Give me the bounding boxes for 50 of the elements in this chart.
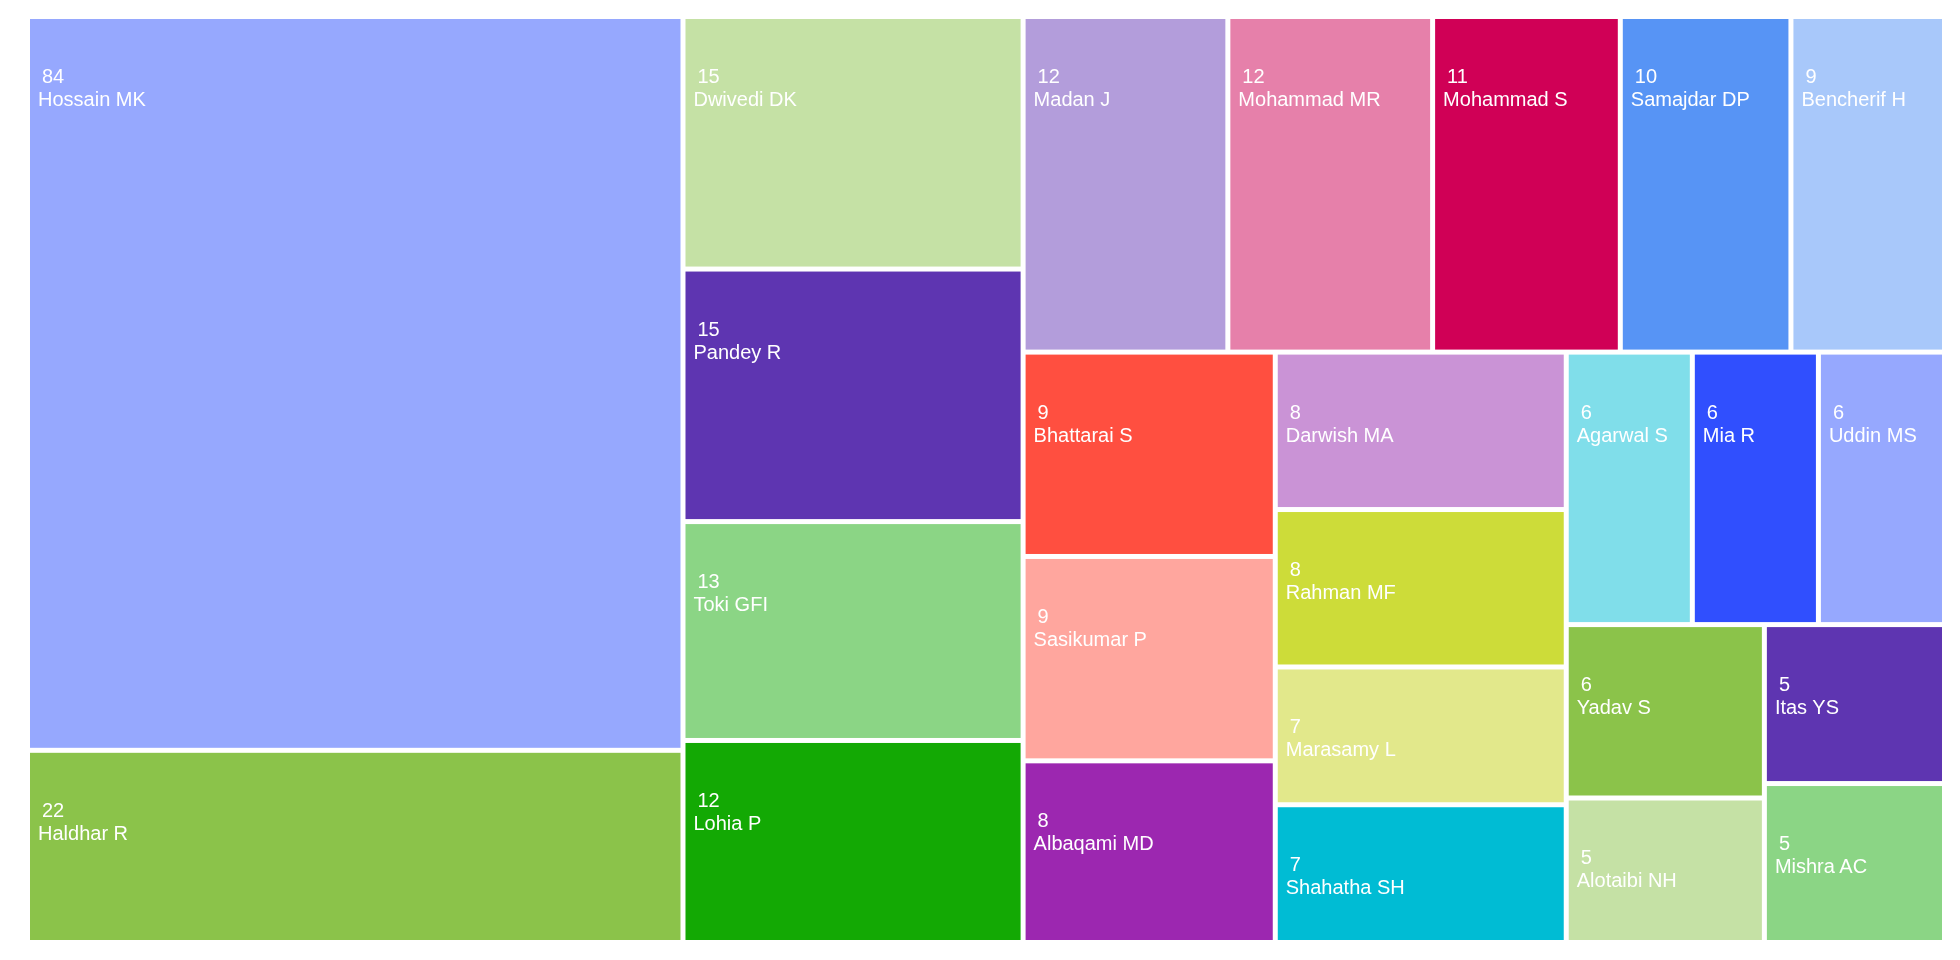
data-label: 5 — [1778, 832, 1790, 855]
category-label: Rahman MF — [1285, 581, 1396, 604]
category-label: Samajdar DP — [1630, 88, 1750, 110]
category-label: Alotaibi NH — [1576, 869, 1677, 892]
category-label: Mohammad S — [1443, 88, 1568, 110]
data-label: 8 — [1289, 558, 1301, 581]
data-label: 9 — [1037, 604, 1049, 627]
category-label: Pandey R — [693, 340, 782, 363]
category-label: Albaqami MD — [1033, 832, 1154, 855]
data-label: 7 — [1289, 853, 1301, 876]
data-label: 5 — [1778, 673, 1790, 696]
data-label: 11 — [1447, 65, 1468, 87]
data-label: 84 — [42, 65, 65, 87]
category-label: Haldhar R — [38, 821, 129, 844]
data-label: 22 — [42, 798, 65, 821]
data-label: 6 — [1706, 400, 1718, 423]
category-label: Bencherif H — [1801, 88, 1906, 110]
data-label: 6 — [1580, 673, 1592, 696]
data-label: 6 — [1580, 400, 1592, 423]
category-label: Marasamy L — [1285, 738, 1396, 761]
data-label: 5 — [1580, 846, 1592, 869]
category-label: Uddin MS — [1828, 423, 1917, 446]
category-label: Madan J — [1033, 88, 1111, 110]
data-label: 6 — [1832, 400, 1845, 423]
data-label: 12 — [1242, 65, 1265, 87]
data-label: 9 — [1805, 65, 1817, 87]
data-label: 7 — [1289, 715, 1301, 738]
data-label: 15 — [697, 317, 720, 340]
data-label: 12 — [1037, 65, 1060, 87]
category-label: Mishra AC — [1774, 855, 1868, 878]
data-label: 10 — [1634, 65, 1658, 87]
category-label: Itas YS — [1774, 696, 1839, 719]
category-label: Hossain MK — [38, 88, 147, 110]
category-label: Lohia P — [693, 811, 762, 834]
category-label: Toki GFI — [693, 593, 768, 616]
category-label: Dwivedi DK — [693, 88, 798, 110]
data-label: 9 — [1037, 400, 1049, 423]
data-label: 8 — [1289, 400, 1301, 423]
category-label: Sasikumar P — [1033, 627, 1147, 650]
data-label: 8 — [1037, 809, 1049, 832]
category-label: Agarwal S — [1576, 423, 1668, 446]
category-label: Mohammad MR — [1238, 88, 1381, 110]
category-label: Yadav S — [1576, 696, 1651, 719]
data-label: 12 — [697, 788, 720, 811]
category-label: Darwish MA — [1285, 423, 1395, 446]
data-label: 15 — [697, 65, 720, 87]
category-label: Shahatha SH — [1285, 876, 1405, 899]
data-label: 13 — [697, 570, 720, 593]
category-label: Bhattarai S — [1033, 423, 1133, 446]
category-label: Mia R — [1702, 423, 1756, 446]
